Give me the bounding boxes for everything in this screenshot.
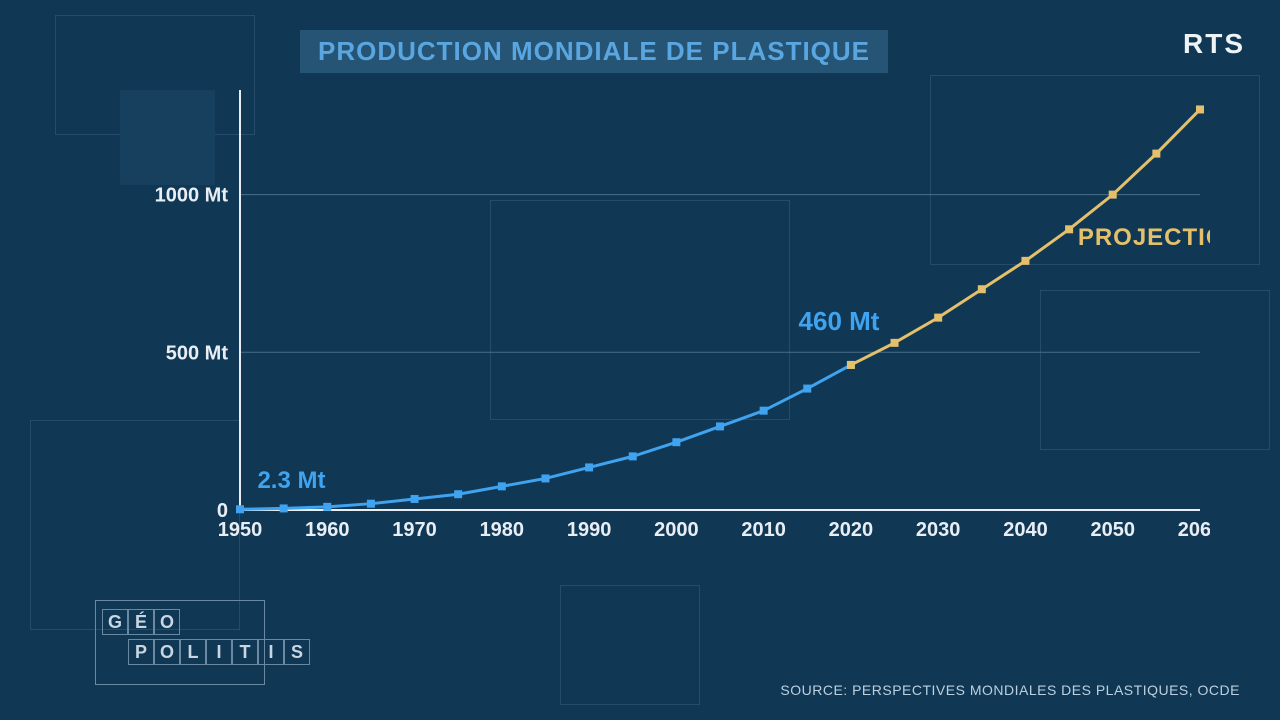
historical-marker bbox=[629, 452, 637, 460]
geopolitis-logo: GéoPolitis bbox=[95, 600, 265, 685]
projection-marker bbox=[934, 314, 942, 322]
source-line: SOURCE: PERSPECTIVES MONDIALES DES PLAST… bbox=[780, 682, 1240, 698]
y-tick-label: 500 Mt bbox=[166, 342, 229, 364]
historical-marker bbox=[585, 463, 593, 471]
geopolitis-cell: o bbox=[154, 639, 180, 665]
projection-marker bbox=[978, 285, 986, 293]
x-tick-label: 2000 bbox=[654, 519, 699, 541]
deco-rect bbox=[560, 585, 700, 705]
geopolitis-cell: é bbox=[128, 609, 154, 635]
geopolitis-cell: i bbox=[258, 639, 284, 665]
geopolitis-cell: i bbox=[206, 639, 232, 665]
source-text: SOURCE: PERSPECTIVES MONDIALES DES PLAST… bbox=[780, 682, 1240, 698]
projection-marker bbox=[891, 339, 899, 347]
x-tick-label: 1970 bbox=[392, 519, 437, 541]
geopolitis-cell: l bbox=[180, 639, 206, 665]
geopolitis-cell: s bbox=[284, 639, 310, 665]
rts-logo: RTS bbox=[1183, 28, 1245, 60]
historical-marker bbox=[411, 495, 419, 503]
historical-marker bbox=[541, 474, 549, 482]
chart-svg: 0500 Mt1000 Mt19501960197019801990200020… bbox=[150, 90, 1210, 550]
historical-marker bbox=[236, 505, 244, 513]
x-tick-label: 2040 bbox=[1003, 519, 1048, 541]
x-tick-label: 2030 bbox=[916, 519, 961, 541]
historical-marker bbox=[367, 500, 375, 508]
x-tick-label: 2010 bbox=[741, 519, 786, 541]
projection-marker bbox=[1152, 150, 1160, 158]
historical-marker bbox=[760, 407, 768, 415]
historical-marker bbox=[323, 503, 331, 511]
geopolitis-cell: G bbox=[102, 609, 128, 635]
projection-marker bbox=[847, 361, 855, 369]
projection-marker bbox=[1021, 257, 1029, 265]
historical-marker bbox=[716, 422, 724, 430]
historical-marker bbox=[454, 490, 462, 498]
chart-title-text: PRODUCTION MONDIALE DE PLASTIQUE bbox=[318, 36, 870, 66]
geopolitis-cell: P bbox=[128, 639, 154, 665]
historical-marker bbox=[280, 504, 288, 512]
chart-title: PRODUCTION MONDIALE DE PLASTIQUE bbox=[300, 30, 888, 73]
x-tick-label: 1990 bbox=[567, 519, 612, 541]
callout-label: 2.3 Mt bbox=[257, 467, 325, 494]
historical-marker bbox=[672, 438, 680, 446]
geopolitis-cell: t bbox=[232, 639, 258, 665]
x-tick-label: 2020 bbox=[829, 519, 874, 541]
historical-marker bbox=[498, 482, 506, 490]
x-tick-label: 2050 bbox=[1090, 519, 1135, 541]
projection-marker bbox=[1109, 191, 1117, 199]
geopolitis-cell: o bbox=[154, 609, 180, 635]
callout-label: 460 Mt bbox=[799, 306, 880, 336]
x-tick-label: 1950 bbox=[218, 519, 263, 541]
historical-marker bbox=[803, 385, 811, 393]
historical-line bbox=[240, 365, 851, 509]
chart-area: 0500 Mt1000 Mt19501960197019801990200020… bbox=[150, 90, 1210, 550]
projection-marker bbox=[1065, 225, 1073, 233]
y-tick-label: 1000 Mt bbox=[155, 185, 229, 207]
projections-label: PROJECTIONS bbox=[1078, 224, 1210, 251]
rts-logo-text: RTS bbox=[1183, 28, 1245, 59]
x-tick-label: 2060 bbox=[1178, 519, 1210, 541]
projection-marker bbox=[1196, 105, 1204, 113]
x-tick-label: 1980 bbox=[480, 519, 525, 541]
x-tick-label: 1960 bbox=[305, 519, 350, 541]
